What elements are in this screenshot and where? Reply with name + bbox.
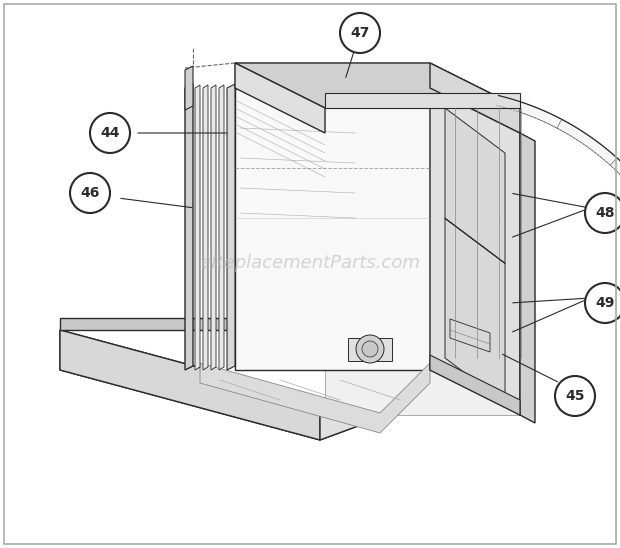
- Polygon shape: [60, 330, 510, 440]
- Circle shape: [555, 376, 595, 416]
- Circle shape: [90, 113, 130, 153]
- Polygon shape: [445, 218, 505, 403]
- Polygon shape: [235, 88, 430, 370]
- Polygon shape: [325, 93, 520, 108]
- Polygon shape: [348, 338, 392, 361]
- Polygon shape: [200, 363, 430, 433]
- Text: 44: 44: [100, 126, 120, 140]
- Polygon shape: [211, 85, 216, 370]
- Circle shape: [585, 283, 620, 323]
- Circle shape: [70, 173, 110, 213]
- Circle shape: [585, 193, 620, 233]
- Polygon shape: [430, 88, 520, 415]
- Polygon shape: [445, 108, 505, 264]
- Polygon shape: [496, 95, 620, 403]
- Polygon shape: [185, 84, 193, 370]
- Text: 45: 45: [565, 389, 585, 403]
- Text: 47: 47: [350, 26, 370, 40]
- Polygon shape: [227, 84, 235, 370]
- Polygon shape: [219, 85, 224, 370]
- Polygon shape: [430, 63, 520, 133]
- Polygon shape: [520, 133, 535, 423]
- Polygon shape: [185, 66, 193, 110]
- Text: 48: 48: [595, 206, 615, 220]
- Circle shape: [362, 341, 378, 357]
- Polygon shape: [235, 63, 430, 88]
- Polygon shape: [325, 133, 520, 415]
- Polygon shape: [430, 355, 520, 415]
- Polygon shape: [60, 330, 320, 440]
- Circle shape: [356, 335, 384, 363]
- Polygon shape: [60, 318, 510, 330]
- Text: 49: 49: [595, 296, 614, 310]
- Text: 46: 46: [81, 186, 100, 200]
- Polygon shape: [235, 63, 520, 108]
- Polygon shape: [195, 85, 200, 370]
- Polygon shape: [235, 63, 325, 133]
- Text: eReplacementParts.com: eReplacementParts.com: [200, 254, 420, 272]
- Polygon shape: [450, 319, 490, 352]
- Polygon shape: [203, 85, 208, 370]
- Polygon shape: [320, 330, 510, 440]
- Circle shape: [340, 13, 380, 53]
